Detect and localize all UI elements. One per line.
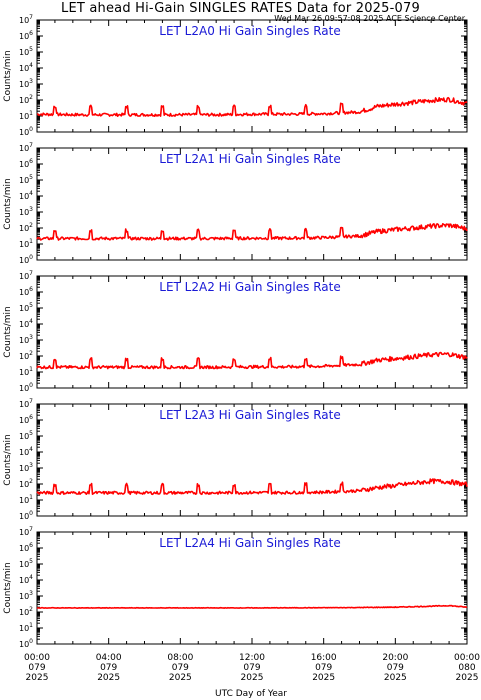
rate-trace	[36, 223, 468, 241]
y-tick-label: 100	[19, 254, 33, 265]
x-tick-year: 2025	[241, 673, 264, 683]
x-tick-time: 20:00	[382, 653, 408, 663]
x-tick-year: 2025	[384, 673, 407, 683]
y-tick-label: 100	[19, 382, 33, 393]
rate-trace	[36, 96, 468, 117]
y-tick-label: 106	[19, 286, 33, 297]
y-tick-label: 101	[19, 494, 33, 505]
x-tick-time: 08:00	[167, 653, 193, 663]
panel-4: 100 101 102 103 104 105 106 107 LET L2A4 Hi Gain…	[3, 526, 468, 649]
y-tick-label: 102	[19, 606, 33, 617]
y-axis-title: Counts/min	[3, 434, 13, 485]
y-tick-label: 103	[19, 462, 33, 473]
y-tick-label: 102	[19, 350, 33, 361]
y-tick-label: 103	[19, 206, 33, 217]
x-tick-year: 2025	[97, 673, 120, 683]
y-tick-label: 103	[19, 334, 33, 345]
y-tick-label: 102	[19, 94, 33, 105]
x-tick-year: 2025	[169, 673, 192, 683]
panel-0: 100 101 102 103 104 105 106 107 LET L2A0 Hi Gain…	[3, 14, 468, 137]
y-tick-label: 107	[19, 142, 33, 153]
panel-title: LET L2A1 Hi Gain Singles Rate	[159, 152, 340, 166]
panel-3: 100 101 102 103 104 105 106 107 LET L2A3 Hi Gain…	[3, 398, 468, 521]
x-tick-doy: 080	[458, 663, 475, 673]
x-tick-doy: 079	[100, 663, 117, 673]
y-tick-label: 107	[19, 398, 33, 409]
panel-2: 100 101 102 103 104 105 106 107 LET L2A2 Hi Gain…	[3, 270, 468, 393]
y-tick-label: 104	[19, 190, 33, 201]
x-axis-title: UTC Day of Year	[215, 689, 287, 699]
y-tick-label: 103	[19, 78, 33, 89]
y-axis-title: Counts/min	[3, 562, 13, 613]
y-tick-label: 106	[19, 30, 33, 41]
y-tick-label: 104	[19, 318, 33, 329]
y-tick-label: 106	[19, 158, 33, 169]
y-tick-label: 101	[19, 238, 33, 249]
y-tick-label: 101	[19, 110, 33, 121]
y-tick-label: 104	[19, 574, 33, 585]
y-tick-label: 105	[19, 430, 33, 441]
panel-title: LET L2A0 Hi Gain Singles Rate	[159, 24, 340, 38]
generated-timestamp: Wed Mar 26 09:57:08 2025 ACE Science Cen…	[274, 14, 465, 23]
x-tick-doy: 079	[28, 663, 45, 673]
x-tick-time: 12:00	[239, 653, 265, 663]
panel-title: LET L2A4 Hi Gain Singles Rate	[159, 536, 340, 550]
y-axis-title: Counts/min	[3, 306, 13, 357]
x-tick-doy: 079	[243, 663, 260, 673]
y-tick-label: 105	[19, 558, 33, 569]
y-axis-title: Counts/min	[3, 50, 13, 101]
y-tick-label: 106	[19, 414, 33, 425]
y-tick-label: 102	[19, 222, 33, 233]
y-tick-label: 100	[19, 510, 33, 521]
x-axis-labels: 00:00079202504:00079202508:00079202512:0…	[24, 653, 480, 699]
y-tick-label: 107	[19, 526, 33, 537]
y-tick-label: 105	[19, 46, 33, 57]
y-tick-label: 100	[19, 126, 33, 137]
x-tick-time: 16:00	[311, 653, 337, 663]
x-tick-doy: 079	[172, 663, 189, 673]
y-tick-label: 104	[19, 446, 33, 457]
panel-1: 100 101 102 103 104 105 106 107 LET L2A1 Hi Gain…	[3, 142, 468, 265]
panel-title: LET L2A3 Hi Gain Singles Rate	[159, 408, 340, 422]
rate-trace	[36, 351, 468, 370]
y-tick-label: 100	[19, 638, 33, 649]
y-tick-label: 107	[19, 14, 33, 25]
x-tick-year: 2025	[312, 673, 335, 683]
y-tick-label: 105	[19, 174, 33, 185]
y-tick-label: 106	[19, 542, 33, 553]
panel-title: LET L2A2 Hi Gain Singles Rate	[159, 280, 340, 294]
x-tick-time: 00:00	[24, 653, 50, 663]
rate-trace	[36, 478, 468, 496]
x-tick-time: 04:00	[96, 653, 122, 663]
chart-main-title: LET ahead Hi-Gain SINGLES RATES Data for…	[61, 1, 420, 16]
y-tick-label: 103	[19, 590, 33, 601]
x-tick-year: 2025	[26, 673, 49, 683]
y-tick-label: 101	[19, 366, 33, 377]
y-tick-label: 104	[19, 62, 33, 73]
y-tick-label: 102	[19, 478, 33, 489]
y-tick-label: 105	[19, 302, 33, 313]
y-tick-label: 107	[19, 270, 33, 281]
x-tick-year: 2025	[456, 673, 479, 683]
x-tick-doy: 079	[387, 663, 404, 673]
y-axis-title: Counts/min	[3, 178, 13, 229]
x-tick-doy: 079	[315, 663, 332, 673]
rate-trace	[36, 604, 468, 609]
x-tick-time: 00:00	[454, 653, 480, 663]
y-tick-label: 101	[19, 622, 33, 633]
